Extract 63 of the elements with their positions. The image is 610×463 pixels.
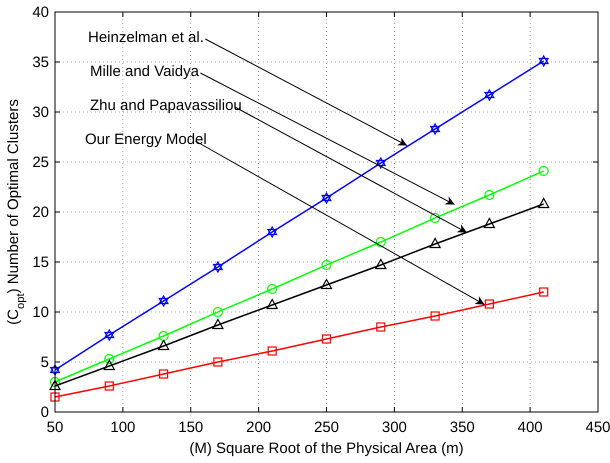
point [50,376,60,388]
point [267,284,278,294]
point [158,340,170,350]
point [213,357,222,367]
x-tick-label: 100 [110,419,136,436]
y-tick-label: 25 [32,154,49,171]
x-tick-label: 50 [46,419,64,436]
point [539,287,548,297]
x-tick-label: 200 [246,419,272,436]
annotation: Zhu and Papavassiliou [90,97,242,114]
point [104,354,114,364]
point [376,322,386,332]
point [538,198,550,208]
point [430,311,440,321]
point [320,278,332,290]
y-tick-label: 10 [32,304,49,321]
point [376,157,386,169]
x-tick-label: 300 [382,419,407,436]
x-tick-label: 350 [450,419,475,436]
point [538,55,549,67]
y-tick-label: 0 [40,404,49,421]
y-tick-label: 5 [40,354,49,371]
point [212,306,223,318]
x-axis-title: (M) Square Root of the Physical Area (m) [189,440,464,457]
point [484,218,495,228]
point [104,381,114,391]
point [50,392,60,402]
x-tick-label: 450 [585,419,610,436]
point [104,360,115,370]
point [376,236,386,248]
point [322,334,332,344]
y-tick-label: 30 [32,104,49,121]
point [484,190,494,200]
point [50,364,60,376]
point [159,369,168,379]
point [430,212,440,224]
y-tick-label: 20 [32,204,49,221]
x-tick-label: 400 [518,419,543,436]
point [484,89,494,101]
annotation: Heinzelman et al. [88,29,204,46]
x-tick-label: 150 [178,419,204,436]
annotation: Our Energy Model [85,131,207,148]
point [158,295,169,307]
point [322,192,332,204]
x-tick-label: 250 [314,419,340,436]
point [430,123,440,135]
point [158,330,169,342]
point [104,329,114,341]
point [538,166,549,176]
y-tick-label: 35 [32,54,49,71]
point [375,258,386,270]
annotation: Mille and Vaidya [90,63,200,80]
point [267,226,278,238]
point [268,346,277,356]
point [266,298,278,310]
y-tick-label: 40 [32,4,49,21]
point [212,318,224,330]
point [484,299,494,309]
point [430,238,441,248]
point [321,260,332,270]
point [49,380,61,390]
y-tick-label: 15 [32,254,49,271]
point [212,261,223,273]
